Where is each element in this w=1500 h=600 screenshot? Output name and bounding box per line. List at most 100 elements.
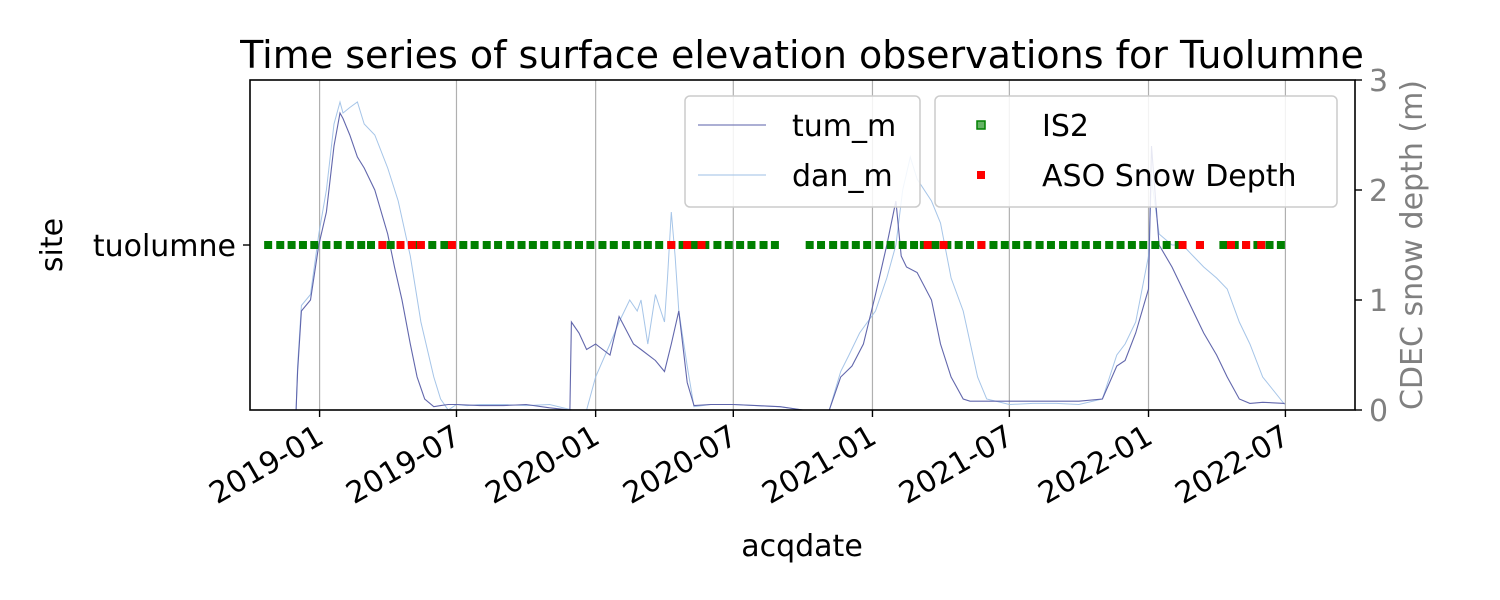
is2-point bbox=[264, 241, 273, 249]
is2-point bbox=[910, 241, 919, 249]
is2-point bbox=[440, 241, 449, 249]
aso-point bbox=[396, 241, 405, 249]
is2-point bbox=[287, 241, 296, 249]
aso-point bbox=[939, 241, 948, 249]
is2-point bbox=[1139, 241, 1148, 249]
is2-point bbox=[1116, 241, 1125, 249]
is2-point bbox=[333, 241, 342, 249]
is2-point bbox=[1023, 241, 1032, 249]
is2-point bbox=[689, 241, 698, 249]
is2-point bbox=[886, 241, 895, 249]
is2-point bbox=[470, 241, 479, 249]
snow-depth-lines bbox=[280, 100, 1286, 411]
y-axis-label: site bbox=[35, 218, 70, 272]
is2-point bbox=[989, 241, 998, 249]
is2-point bbox=[770, 241, 779, 249]
is2-point bbox=[1070, 241, 1079, 249]
is2-point bbox=[966, 241, 975, 249]
legend-swatch-is2 bbox=[976, 120, 986, 130]
is2-point bbox=[575, 241, 584, 249]
chart-title: Time series of surface elevation observa… bbox=[239, 33, 1364, 77]
is2-point bbox=[1151, 241, 1160, 249]
is2-point bbox=[851, 241, 860, 249]
right-axis-ticks: 0 1 2 3 bbox=[1355, 64, 1388, 429]
is2-point bbox=[1276, 241, 1285, 249]
x-tick-label: 2021-07 bbox=[893, 419, 1019, 512]
is2-point bbox=[1046, 241, 1055, 249]
is2-point bbox=[829, 241, 838, 249]
series-line-tum-m bbox=[280, 111, 1285, 411]
aso-point bbox=[923, 241, 932, 249]
is2-point bbox=[931, 241, 940, 249]
is2-point bbox=[1162, 241, 1171, 249]
aso-point bbox=[1257, 241, 1266, 249]
right-axis-label: CDEC snow depth (m) bbox=[1395, 80, 1430, 410]
legend-label-aso: ASO Snow Depth bbox=[1042, 159, 1297, 194]
is2-point bbox=[633, 241, 642, 249]
x-ticks: 2019-01 2019-07 2020-01 2020-07 2021-01 2021-… bbox=[204, 410, 1295, 512]
aso-point bbox=[1178, 241, 1187, 249]
is2-point bbox=[552, 241, 561, 249]
legend-label-dan-m: dan_m bbox=[792, 159, 893, 194]
aso-point bbox=[697, 241, 706, 249]
is2-point bbox=[459, 241, 468, 249]
is2-point bbox=[528, 241, 537, 249]
is2-point bbox=[345, 241, 354, 249]
is2-point bbox=[1035, 241, 1044, 249]
is2-point bbox=[1081, 241, 1090, 249]
is2-point bbox=[1127, 241, 1136, 249]
is2-point bbox=[1059, 241, 1068, 249]
x-tick-label: 2022-01 bbox=[1032, 419, 1158, 512]
x-tick-label: 2019-01 bbox=[204, 419, 330, 512]
aso-point bbox=[1242, 241, 1251, 249]
is2-point bbox=[428, 241, 437, 249]
is2-point bbox=[736, 241, 745, 249]
right-tick-label: 0 bbox=[1369, 394, 1388, 429]
legend-lines: tum_m dan_m bbox=[684, 95, 921, 208]
is2-point bbox=[655, 241, 664, 249]
right-tick-label: 2 bbox=[1369, 174, 1388, 209]
right-tick-label: 3 bbox=[1369, 64, 1388, 99]
is2-point bbox=[586, 241, 595, 249]
is2-point bbox=[357, 241, 366, 249]
aso-point bbox=[1195, 241, 1204, 249]
aso-point bbox=[667, 241, 676, 249]
is2-point bbox=[747, 241, 756, 249]
is2-point bbox=[482, 241, 491, 249]
x-tick-label: 2020-01 bbox=[480, 419, 606, 512]
is2-point bbox=[643, 241, 652, 249]
legend-swatch-aso bbox=[977, 171, 985, 179]
is2-point bbox=[598, 241, 607, 249]
is2-point bbox=[1219, 241, 1228, 249]
is2-point bbox=[954, 241, 963, 249]
legend-points: IS2 ASO Snow Depth bbox=[934, 95, 1338, 208]
is2-point bbox=[310, 241, 319, 249]
y-tick-label: tuolumne bbox=[93, 229, 236, 264]
is2-point bbox=[863, 241, 872, 249]
series-line-dan-m bbox=[280, 100, 1286, 411]
is2-point bbox=[298, 241, 307, 249]
aso-point bbox=[416, 241, 425, 249]
is2-point bbox=[898, 241, 907, 249]
is2-point bbox=[506, 241, 515, 249]
is2-point bbox=[817, 241, 826, 249]
is2-point bbox=[1105, 241, 1114, 249]
is2-point bbox=[840, 241, 849, 249]
x-axis-label: acqdate bbox=[741, 529, 863, 564]
x-tick-label: 2019-07 bbox=[340, 419, 466, 512]
aso-point bbox=[683, 241, 692, 249]
is2-point bbox=[276, 241, 285, 249]
is2-point bbox=[1012, 241, 1021, 249]
x-tick-label: 2020-07 bbox=[617, 419, 743, 512]
legend-lines-frame bbox=[684, 95, 921, 208]
is2-point bbox=[805, 241, 814, 249]
legend-points-frame bbox=[934, 95, 1338, 208]
is2-point bbox=[367, 241, 376, 249]
is2-point bbox=[494, 241, 503, 249]
is2-point bbox=[563, 241, 572, 249]
aso-point bbox=[447, 241, 456, 249]
is2-point bbox=[678, 241, 687, 249]
is2-point bbox=[621, 241, 630, 249]
is2-point bbox=[322, 241, 331, 249]
